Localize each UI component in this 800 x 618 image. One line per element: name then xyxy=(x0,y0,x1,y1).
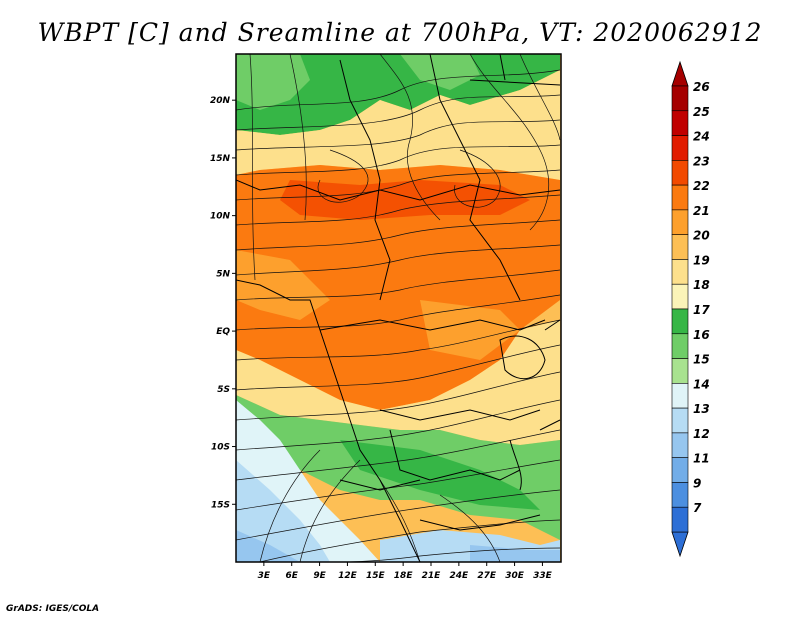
colorbar-label: 19 xyxy=(693,253,710,267)
colorbar-label: 16 xyxy=(693,328,710,342)
lon-tick-label: 24E xyxy=(450,571,470,581)
streamlines xyxy=(236,54,561,562)
colorbar-swatch xyxy=(671,283,689,310)
colorbar-legend: 26 25 24 23 22 21 20 19 18 17 16 15 14 13 12 11 9 7 xyxy=(671,60,710,558)
colorbar-swatch xyxy=(671,506,689,533)
colorbar-top-arrow xyxy=(671,60,689,87)
colorbar-swatch xyxy=(671,160,689,186)
lon-tick-label: 27E xyxy=(477,571,497,581)
colorbar-label: 24 xyxy=(693,130,710,144)
lon-tick-label: 12E xyxy=(338,571,358,581)
lon-tick-label: 6E xyxy=(286,571,299,581)
lat-tick-label: 15S xyxy=(211,500,230,510)
colorbar-label: 18 xyxy=(693,278,710,292)
colorbar-label: 21 xyxy=(693,204,710,218)
lat-tick-label: 5N xyxy=(216,269,230,279)
map-frame xyxy=(235,53,562,563)
colorbar-label: 17 xyxy=(693,303,710,317)
longitude-axis: 3E 6E 9E 12E 15E 18E 21E 24E 27E 30E 33E xyxy=(258,562,553,581)
colorbar-bottom-arrow xyxy=(671,531,689,558)
wbpt-shaded-field xyxy=(236,54,561,562)
colorbar-label: 25 xyxy=(693,105,710,119)
lat-tick-label: 10S xyxy=(211,443,230,453)
colorbar-label: 23 xyxy=(693,154,710,168)
colorbar-swatch xyxy=(671,383,689,409)
colorbar-swatch xyxy=(671,184,689,211)
lat-tick-label: EQ xyxy=(216,327,230,337)
colorbar-label: 9 xyxy=(693,476,701,490)
colorbar-swatch xyxy=(671,333,689,359)
lon-tick-label: 21E xyxy=(422,571,442,581)
colorbar-label: 13 xyxy=(693,402,710,416)
colorbar-swatch xyxy=(671,457,689,483)
lon-tick-label: 3E xyxy=(258,571,271,581)
colorbar-swatch xyxy=(671,209,689,235)
grads-credit: GrADS: IGES/COLA xyxy=(6,604,100,614)
colorbar-swatch xyxy=(671,482,689,508)
colorbar-label: 15 xyxy=(693,353,710,367)
colorbar-label: 22 xyxy=(693,179,710,193)
colorbar-swatch xyxy=(671,407,689,434)
colorbar-swatch xyxy=(671,85,689,112)
colorbar-label: 14 xyxy=(693,377,710,391)
colorbar-swatch xyxy=(671,234,689,260)
lat-tick-label: 10N xyxy=(210,212,231,222)
colorbar-swatch xyxy=(671,432,689,458)
colorbar-swatch xyxy=(671,358,689,384)
colorbar-label: 26 xyxy=(693,80,710,94)
lon-tick-label: 9E xyxy=(313,571,326,581)
colorbar-swatch xyxy=(671,259,689,285)
colorbar-swatch xyxy=(671,135,689,161)
colorbar-swatch xyxy=(671,110,689,136)
colorbar-label: 11 xyxy=(693,452,710,466)
colorbar-label: 20 xyxy=(693,229,710,243)
map-title: WBPT [C] and Sreamline at 700hPa, VT: 20… xyxy=(37,18,763,47)
country-borders xyxy=(236,54,561,562)
lon-tick-label: 18E xyxy=(394,571,414,581)
lat-tick-label: 20N xyxy=(210,96,231,106)
colorbar-label: 12 xyxy=(693,427,710,441)
latitude-axis: 20N 15N 10N 5N EQ 5S 10S 15S xyxy=(210,96,236,510)
lon-tick-label: 15E xyxy=(366,571,386,581)
colorbar-swatch xyxy=(671,308,689,335)
lat-tick-label: 15N xyxy=(210,154,231,164)
lat-tick-label: 5S xyxy=(217,385,230,395)
colorbar-label: 7 xyxy=(693,501,702,515)
lon-tick-label: 33E xyxy=(533,571,553,581)
lon-tick-label: 30E xyxy=(505,571,525,581)
